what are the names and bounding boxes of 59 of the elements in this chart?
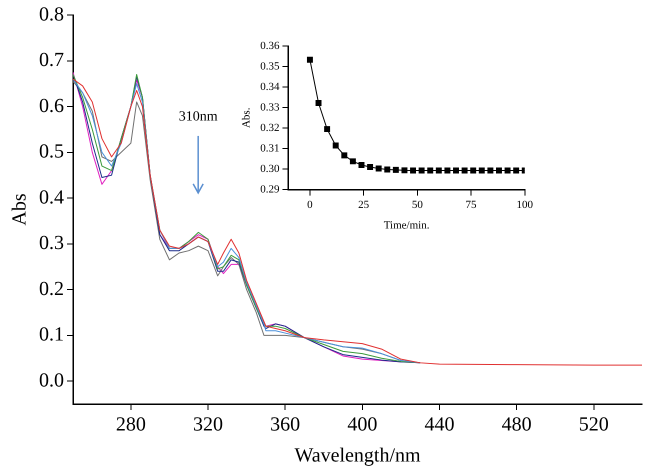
point: [444, 168, 450, 174]
y-tick-label: 0.36: [260, 40, 280, 52]
x-tick-label: 320: [193, 413, 224, 436]
y-tick-label: 0.31: [260, 142, 280, 154]
point: [470, 168, 476, 174]
point: [418, 168, 425, 174]
point: [306, 56, 313, 63]
point: [496, 168, 502, 174]
point: [453, 168, 459, 174]
y-tick-label: 0.6: [39, 94, 64, 117]
y-tick-label: 0.30: [260, 162, 280, 175]
y-tick-label: 0.1: [39, 324, 64, 346]
x-tick-label: 400: [347, 413, 378, 436]
y-axis-title: Abs: [8, 193, 30, 226]
point: [410, 168, 416, 174]
x-tick-label: 100: [516, 199, 534, 212]
point: [358, 162, 364, 168]
y-tick-label: 0.4: [39, 186, 64, 208]
point: [341, 152, 348, 158]
point: [478, 168, 485, 174]
y-tick-label: 0.2: [39, 278, 64, 300]
point: [350, 158, 356, 164]
y-tick-label: 0.32: [260, 122, 280, 134]
point: [504, 168, 511, 174]
point: [513, 168, 520, 174]
point: [427, 168, 434, 174]
x-tick-label: 0: [307, 199, 314, 212]
x-tick-label: 25: [358, 199, 370, 212]
y-tick-label: 0.0: [39, 369, 64, 392]
point: [462, 168, 468, 174]
x-axis-title: Time/min.: [384, 219, 430, 232]
x-axis-title: Wavelength/nm: [294, 444, 422, 466]
point: [487, 168, 494, 174]
x-tick-label: 280: [116, 413, 146, 436]
y-tick-label: 0.29: [260, 183, 280, 196]
point: [384, 166, 390, 172]
annotation: 310nm: [178, 110, 218, 125]
y-tick-label: 0.5: [39, 140, 64, 163]
x-tick-label: 520: [578, 413, 609, 436]
point: [324, 126, 330, 132]
x-tick-label: 50: [412, 199, 424, 212]
point: [316, 100, 322, 106]
x-tick-label: 440: [424, 413, 454, 436]
point: [367, 164, 374, 170]
x-tick-label: 75: [466, 199, 478, 212]
y-tick-label: 0.3: [39, 232, 64, 254]
point: [436, 168, 442, 174]
y-tick-label: 0.7: [39, 49, 64, 72]
y-axis-title: Abs.: [240, 107, 252, 128]
x-tick-label: 360: [270, 413, 300, 436]
y-tick-label: 0.35: [260, 60, 280, 72]
x-tick-label: 480: [502, 413, 532, 436]
point: [376, 165, 382, 172]
point: [332, 142, 339, 148]
y-tick-label: 0.8: [39, 3, 64, 26]
point: [401, 167, 408, 174]
y-tick-label: 0.34: [260, 80, 280, 93]
point: [392, 166, 399, 173]
y-tick-label: 0.33: [260, 101, 280, 114]
